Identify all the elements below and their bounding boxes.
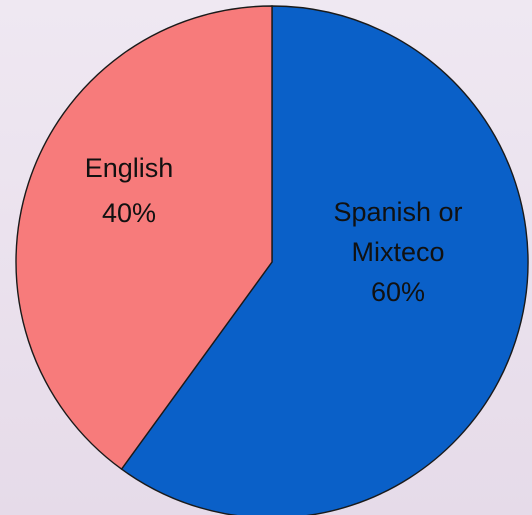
pie-slice-1-name-label: English [85,153,174,183]
pie-slice-0-value-label: 60% [371,277,425,307]
pie-slice-1 [15,5,273,471]
pie-slices [15,5,529,515]
pie-slice-0 [120,5,529,515]
pie-labels: Spanish or Mixteco 60% English 40% [85,153,463,307]
pie-slice-1-value-label: 40% [102,198,156,228]
pie-slice-0-name-label: Spanish or [333,197,462,227]
pie-slice-0-name-label: Mixteco [351,237,444,267]
